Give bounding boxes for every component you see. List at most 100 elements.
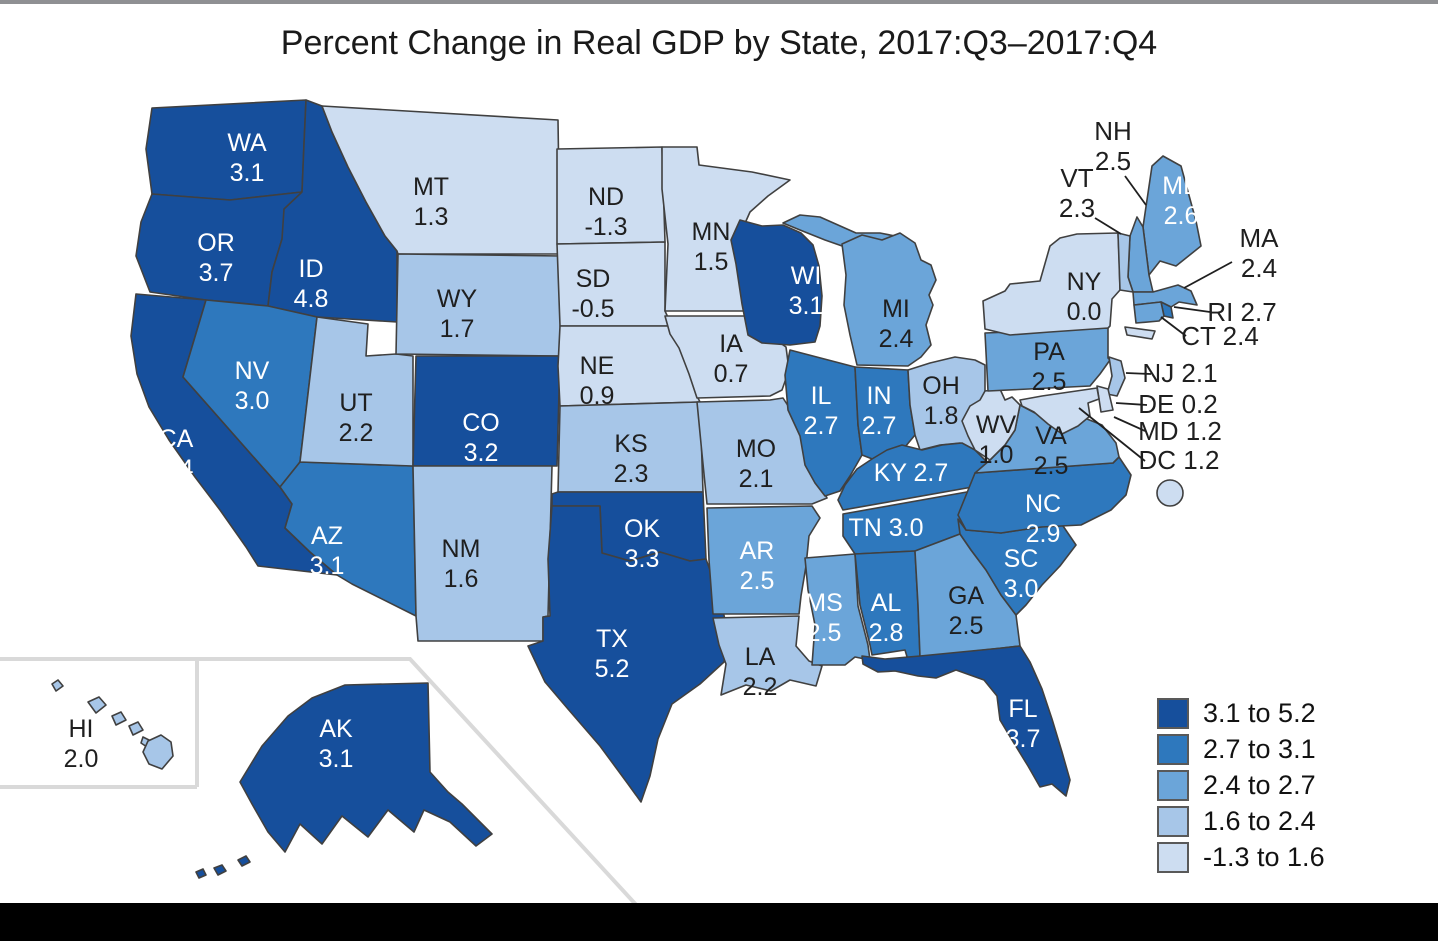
- state-label-sc: SC 3.0: [1004, 545, 1039, 603]
- legend-row: 1.6 to 2.4: [1157, 803, 1325, 839]
- state-shape-ct: [1133, 301, 1165, 324]
- state-label-hi: HI 2.0: [64, 715, 99, 773]
- state-label-tx: TX 5.2: [595, 625, 630, 683]
- state-shape-az: [279, 461, 417, 617]
- state-label-ga: GA 2.5: [948, 582, 984, 640]
- state-label-il: IL 2.7: [804, 382, 839, 440]
- state-shape-hi: [111, 711, 127, 726]
- legend-swatch-bin-2: [1157, 769, 1189, 801]
- state-shape-md: [1019, 387, 1100, 435]
- state-label-dc: DC 1.2: [1139, 445, 1220, 475]
- state-shape-de: [1096, 385, 1114, 413]
- state-label-id: ID 4.8: [294, 255, 329, 313]
- callout-line-ri: [1173, 306, 1211, 313]
- state-shape-ak: [195, 868, 207, 879]
- state-label-ky: KY 2.7: [874, 459, 949, 487]
- legend-row: 2.4 to 2.7: [1157, 767, 1325, 803]
- state-label-nv: NV 3.0: [235, 357, 270, 415]
- inset-border: [0, 657, 642, 911]
- us-choropleth-map: WA 3.1 OR 3.7 CA 3.4 ID 4.8 NV 3.0 AZ 3.1 UT 2.2 MT 1.3…: [0, 99, 1280, 911]
- state-shape-ut: [299, 316, 414, 467]
- state-label-nj: NJ 2.1: [1142, 358, 1217, 388]
- state-label-sd: SD -0.5: [571, 265, 614, 323]
- state-label-in: IN 2.7: [862, 382, 897, 440]
- state-shape-ak: [239, 682, 493, 853]
- state-label-va: VA 2.5: [1034, 422, 1069, 480]
- state-label-ar: AR 2.5: [740, 537, 775, 595]
- state-shape-mi: [841, 232, 937, 367]
- state-shape-vt: [1117, 232, 1134, 293]
- state-label-ny: NY 0.0: [1067, 268, 1102, 326]
- legend-row: -1.3 to 1.6: [1157, 839, 1325, 875]
- state-shape-hi: [51, 679, 64, 692]
- chart-title: Percent Change in Real GDP by State, 201…: [280, 24, 1158, 62]
- state-shape-la: [712, 615, 823, 696]
- callout-line-md: [1113, 416, 1146, 432]
- state-label-pa: PA 2.5: [1032, 338, 1067, 396]
- state-shape-pa: [984, 327, 1111, 392]
- state-label-ma: MA 2.4: [1240, 223, 1280, 283]
- legend-swatch-bin-3: [1157, 805, 1189, 837]
- state-shape-co: [412, 355, 561, 467]
- state-label-wv: WV 1.0: [976, 411, 1017, 469]
- callout-line-ma: [1183, 261, 1233, 289]
- state-label-or: OR 3.7: [197, 229, 235, 287]
- state-label-nd: ND -1.3: [584, 183, 627, 241]
- state-label-ut: UT 2.2: [339, 389, 374, 447]
- state-label-ne: NE 0.9: [580, 352, 615, 410]
- state-label-al: AL 2.8: [869, 589, 904, 647]
- state-label-ms: MS 2.5: [805, 589, 843, 647]
- state-shape-wa: [145, 99, 307, 201]
- state-label-ri: RI 2.7: [1207, 297, 1276, 327]
- state-shape-hi: [142, 734, 174, 770]
- state-shape-hi: [87, 696, 107, 714]
- callout-line-nh: [1124, 175, 1147, 206]
- state-shape-me: [1142, 155, 1202, 276]
- state-label-mt: MT 1.3: [413, 173, 449, 231]
- state-label-ak: AK 3.1: [319, 715, 354, 773]
- state-shape-ky: [837, 442, 996, 511]
- legend-swatch-bin-4: [1157, 841, 1189, 873]
- state-label-nh: NH 2.5: [1094, 116, 1132, 176]
- state-label-nm: NM 1.6: [442, 535, 481, 593]
- state-shape-wy: [395, 253, 563, 357]
- state-label-la: LA 2.2: [743, 643, 778, 701]
- callout-line-de: [1115, 402, 1148, 406]
- state-shape-wv: [961, 388, 1021, 461]
- state-label-ok: OK 3.3: [624, 515, 660, 573]
- state-label-me: ME 2.6: [1162, 172, 1200, 230]
- state-shape-ak: [213, 864, 227, 876]
- state-label-de: DE 0.2: [1138, 389, 1218, 419]
- state-label-md: MD 1.2: [1138, 416, 1222, 446]
- legend-label: 2.4 to 2.7: [1203, 769, 1316, 800]
- state-label-az: AZ 3.1: [310, 522, 345, 580]
- state-shape-fl: [861, 645, 1071, 797]
- state-label-vt: VT 2.3: [1059, 163, 1095, 223]
- legend-label: 3.1 to 5.2: [1203, 697, 1316, 728]
- state-label-oh: OH 1.8: [922, 372, 960, 430]
- state-label-ia: IA 0.7: [714, 330, 749, 388]
- state-label-ct: CT 2.4: [1181, 321, 1259, 351]
- callout-line-vt: [1094, 217, 1122, 235]
- state-shape-wi: [730, 219, 823, 346]
- state-label-nc: NC 2.9: [1025, 490, 1061, 548]
- state-shape-nm: [412, 465, 553, 642]
- state-label-ks: KS 2.3: [614, 430, 649, 488]
- legend-row: 2.7 to 3.1: [1157, 731, 1325, 767]
- legend-row: 3.1 to 5.2: [1157, 695, 1325, 731]
- legend-swatch-bin-0: [1157, 697, 1189, 729]
- state-label-tn: TN 3.0: [848, 514, 923, 542]
- state-shape-ak: [237, 855, 251, 867]
- legend: 3.1 to 5.2 2.7 to 3.1 2.4 to 2.7 1.6 to …: [1157, 695, 1325, 875]
- state-shape-ms: [804, 553, 871, 666]
- state-label-co: CO 3.2: [462, 409, 500, 467]
- state-label-wa: WA 3.1: [227, 129, 267, 187]
- state-shape-ar: [706, 505, 821, 615]
- callout-line-dc: [1078, 407, 1146, 462]
- state-label-ca: CA 3.4: [159, 425, 194, 483]
- legend-label: 2.7 to 3.1: [1203, 733, 1316, 764]
- state-shape-tx: [527, 505, 729, 803]
- legend-label: -1.3 to 1.6: [1203, 841, 1325, 872]
- dc-marker: [1156, 479, 1184, 507]
